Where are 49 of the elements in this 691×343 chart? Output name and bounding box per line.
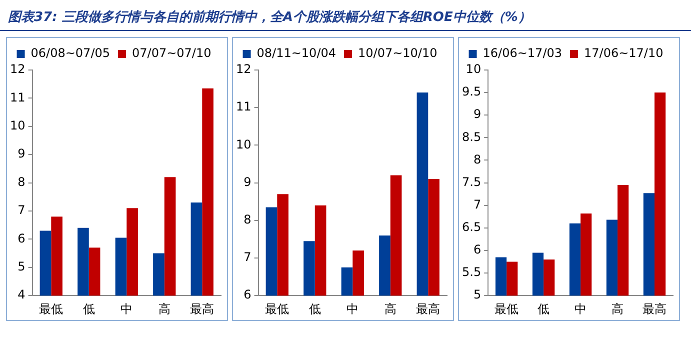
- y-tick-label: 8: [473, 152, 482, 166]
- x-tick-label: 最高: [416, 302, 440, 316]
- y-tick-label: 9: [473, 107, 482, 122]
- x-tick-label: 最低: [265, 302, 290, 316]
- x-tick-label: 最高: [642, 302, 667, 316]
- y-tick-label: 9: [18, 146, 26, 161]
- y-tick-label: 5: [473, 288, 482, 302]
- x-tick-label: 高: [158, 302, 170, 316]
- y-tick-label: 8.5: [462, 130, 482, 144]
- y-tick-label: 10: [466, 62, 482, 76]
- y-tick-label: 12: [236, 62, 252, 76]
- legend-label: 10/07~10/10: [358, 46, 438, 60]
- y-tick-label: 6: [473, 242, 482, 257]
- y-tick-label: 8: [18, 174, 26, 189]
- x-tick-label: 低: [82, 302, 95, 316]
- y-tick-label: 8: [244, 212, 252, 227]
- x-tick-label: 中: [346, 302, 359, 316]
- y-tick-label: 11: [236, 100, 252, 114]
- y-tick-label: 6: [244, 288, 252, 302]
- legend-label: 17/06~17/10: [584, 46, 664, 60]
- x-tick-label: 中: [120, 302, 133, 316]
- legend-label: 16/06~17/03: [482, 46, 562, 60]
- x-tick-label: 低: [308, 302, 321, 316]
- y-tick-label: 7: [473, 197, 482, 212]
- x-tick-label: 高: [612, 302, 624, 316]
- y-tick-label: 10: [236, 137, 252, 152]
- legend-label: 06/08~07/05: [30, 46, 110, 60]
- y-tick-label: 11: [10, 90, 26, 104]
- y-tick-label: 12: [10, 62, 26, 76]
- text: 图表37: 三段做多行情与各自的前期行情中，全A个股涨跌幅分组下各组ROE中位数（%）: [7, 9, 532, 27]
- y-tick-label: 7.5: [462, 174, 482, 189]
- y-tick-label: 7: [244, 250, 252, 264]
- y-tick-label: 6.5: [462, 220, 482, 234]
- y-tick-label: 9: [244, 174, 252, 189]
- x-tick-label: 最低: [39, 302, 64, 316]
- y-tick-label: 5.5: [462, 265, 482, 280]
- x-tick-label: 最低: [494, 302, 519, 316]
- y-tick-label: 6: [18, 231, 26, 246]
- x-tick-label: 最高: [190, 302, 214, 316]
- y-tick-label: 4: [18, 288, 26, 302]
- x-tick-label: 高: [384, 302, 396, 316]
- legend-label: 08/11~10/04: [256, 46, 336, 60]
- x-tick-label: 低: [538, 302, 550, 316]
- y-tick-label: 5: [18, 260, 26, 274]
- y-tick-label: 7: [18, 203, 26, 218]
- y-tick-label: 10: [10, 118, 26, 133]
- legend-label: 07/07~07/10: [132, 46, 212, 60]
- x-tick-label: 中: [574, 302, 587, 316]
- y-tick-label: 9.5: [462, 84, 482, 99]
